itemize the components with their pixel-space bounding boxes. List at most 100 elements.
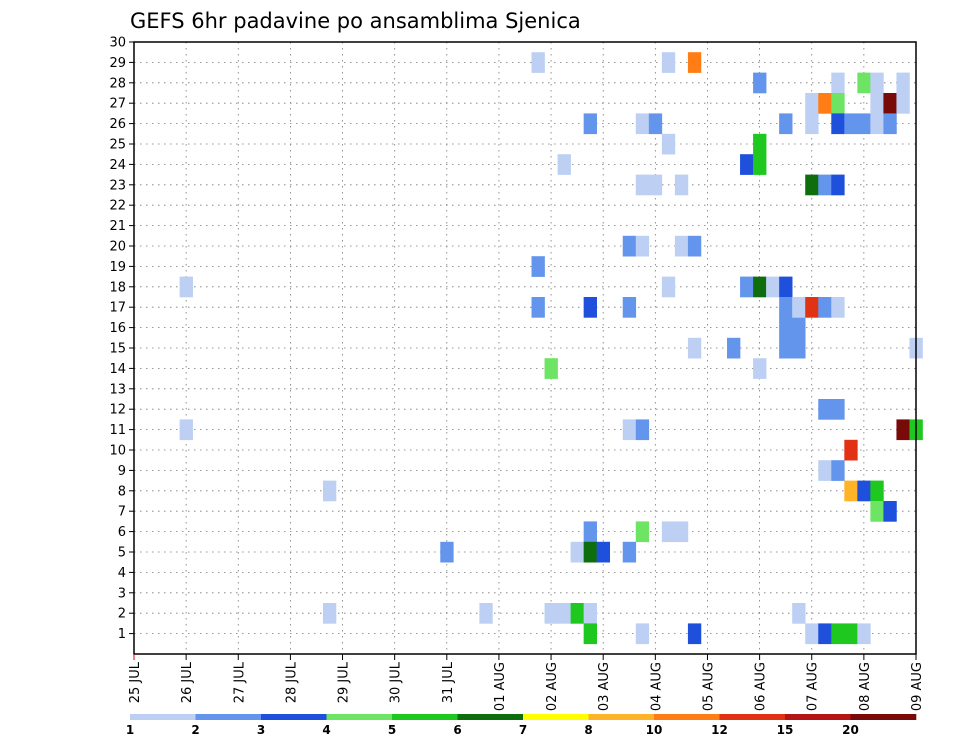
y-tick-label: 18 <box>109 280 126 295</box>
precip-cell <box>831 399 845 420</box>
precip-cell <box>740 276 754 298</box>
y-tick-label: 24 <box>109 158 126 173</box>
colorbar-label: 2 <box>191 723 199 737</box>
colorbar-segment <box>130 714 196 720</box>
colorbar-segment <box>195 714 262 720</box>
x-tick-label: 08 AUG <box>858 662 873 711</box>
precip-cell <box>440 541 454 563</box>
precip-cell <box>779 297 793 318</box>
x-tick-label: 06 AUG <box>754 662 769 711</box>
x-tick-label: 03 AUG <box>597 662 612 711</box>
y-tick-label: 10 <box>109 444 126 459</box>
x-tick-label: 27 JUL <box>232 661 247 703</box>
precip-cell <box>792 603 806 624</box>
precip-cell <box>661 521 676 543</box>
precip-cell <box>792 317 806 339</box>
y-tick-label: 25 <box>109 138 126 153</box>
precip-cell <box>661 52 676 73</box>
precip-cell <box>896 93 910 114</box>
precip-cell <box>622 419 637 441</box>
y-tick-label: 21 <box>109 219 126 234</box>
precip-cell <box>857 72 871 94</box>
y-axis-ticks: 1234567891011121314151617181920212223242… <box>109 36 134 642</box>
y-tick-label: 29 <box>109 56 126 71</box>
y-tick-label: 11 <box>109 423 126 438</box>
colorbar-segment <box>392 714 458 720</box>
precip-cell <box>818 93 832 114</box>
precip-cell <box>779 337 793 359</box>
precip-cell <box>779 113 793 135</box>
precip-cell <box>831 623 845 645</box>
colorbar-label: 20 <box>842 723 859 737</box>
precip-cell <box>583 603 597 624</box>
y-tick-label: 6 <box>118 525 126 540</box>
precip-cell <box>322 480 337 502</box>
precip-cell <box>179 276 193 298</box>
precip-cell <box>687 337 702 359</box>
precip-cell <box>687 52 702 73</box>
precip-cell <box>818 174 832 196</box>
precip-cell <box>674 521 689 543</box>
y-tick-label: 22 <box>109 199 126 214</box>
precip-cell <box>883 93 897 114</box>
colorbar-segment <box>719 714 786 720</box>
colorbar-segment <box>261 714 327 720</box>
precip-cell <box>779 317 793 339</box>
precip-cell <box>857 480 871 502</box>
y-tick-label: 30 <box>109 36 126 51</box>
precip-cell <box>596 541 611 563</box>
precip-cell <box>779 276 793 298</box>
y-tick-label: 8 <box>118 484 126 499</box>
y-tick-label: 1 <box>118 627 126 642</box>
y-tick-label: 3 <box>118 586 126 601</box>
precip-cell <box>857 623 871 645</box>
precip-cell <box>831 93 845 114</box>
precip-cell <box>870 480 884 502</box>
x-tick-label: 29 JUL <box>337 661 352 703</box>
precip-cell <box>661 133 676 155</box>
x-tick-label: 01 AUG <box>493 662 508 711</box>
colorbar-label: 3 <box>257 723 265 737</box>
precip-cell <box>322 603 337 624</box>
precip-cell <box>648 113 663 135</box>
precip-cell <box>570 541 584 563</box>
precip-cell <box>844 623 858 645</box>
chart-title: GEFS 6hr padavine po ansamblima Sjenica <box>130 9 581 33</box>
precip-cell <box>831 72 845 94</box>
x-tick-label: 28 JUL <box>284 661 299 703</box>
colorbar-label: 10 <box>646 723 663 737</box>
precip-cell <box>844 113 858 135</box>
colorbar-segment <box>326 714 393 720</box>
colorbar-segment <box>654 714 720 720</box>
y-tick-label: 19 <box>109 260 126 275</box>
x-tick-label: 31 JUL <box>441 661 456 703</box>
x-tick-label: 25 JUL <box>128 661 143 703</box>
precip-cell <box>179 419 193 441</box>
precip-cell <box>479 603 493 624</box>
precip-cell <box>531 52 545 73</box>
y-tick-label: 16 <box>109 321 126 336</box>
precip-cell <box>674 235 689 257</box>
precip-cell <box>740 154 754 175</box>
precip-cell <box>661 276 676 298</box>
colorbar-label: 5 <box>388 723 396 737</box>
precip-cell <box>753 358 767 379</box>
y-tick-label: 14 <box>109 362 126 377</box>
colorbar-label: 8 <box>584 723 592 737</box>
precip-cell <box>818 623 832 645</box>
precip-cell <box>570 603 584 624</box>
precip-cell <box>870 93 884 114</box>
colorbar-segment <box>457 714 524 720</box>
precip-cell <box>674 174 689 196</box>
precip-cell <box>857 113 871 135</box>
precip-cell <box>635 235 650 257</box>
precip-cell <box>818 399 832 420</box>
precip-cell <box>753 72 767 94</box>
precip-cell <box>687 235 702 257</box>
colorbar-label: 4 <box>322 723 330 737</box>
precip-cell <box>635 174 650 196</box>
precip-cell <box>622 297 637 318</box>
precip-cell <box>753 154 767 175</box>
precip-cell <box>531 297 545 318</box>
